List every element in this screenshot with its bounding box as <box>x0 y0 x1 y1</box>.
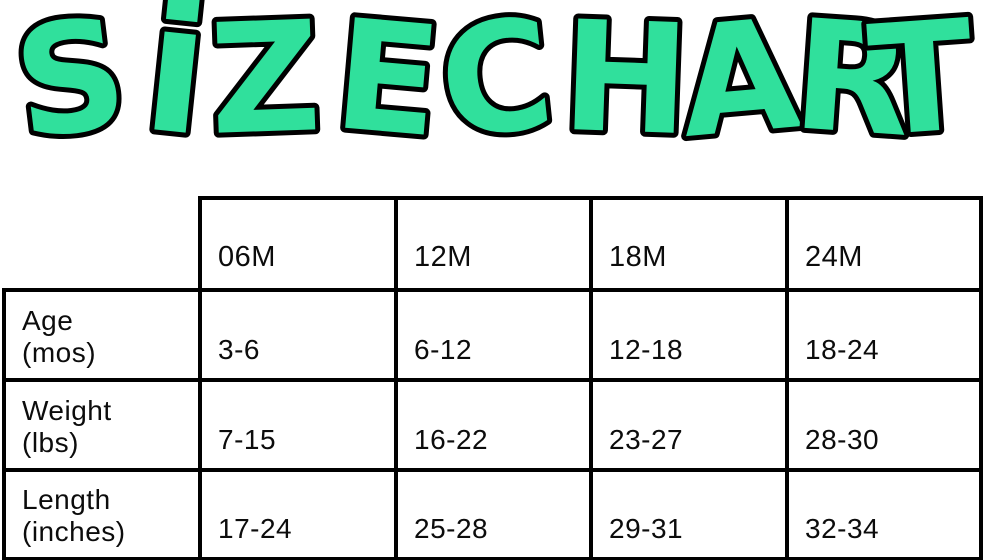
row-label: Length <box>22 484 111 516</box>
page-title: S i Z E C H A R T <box>0 0 984 170</box>
column-header-06m: 06M <box>198 196 398 292</box>
row-label: Age <box>22 305 74 337</box>
cell-weight-12m: 16-22 <box>394 378 593 472</box>
cell-weight-24m: 28-30 <box>785 378 983 472</box>
title-letter: T <box>863 0 979 170</box>
title-svg: S i Z E C H A R T <box>0 0 984 170</box>
cell-age-12m: 6-12 <box>394 288 593 382</box>
title-letter: S <box>5 0 135 170</box>
cell-age-18m: 12-18 <box>589 288 789 382</box>
table-row-age: Age (mos) 3-6 6-12 12-18 18-24 <box>2 288 983 382</box>
size-table: 06M 12M 18M 24M Age (mos) 3-6 6-12 12-18… <box>2 196 983 560</box>
row-label: Weight <box>22 395 112 427</box>
title-letter: C <box>432 0 561 170</box>
row-sublabel: (lbs) <box>22 426 79 458</box>
cell-length-06m: 17-24 <box>198 468 398 560</box>
row-sublabel: (inches) <box>22 515 126 547</box>
title-letter: Z <box>207 0 323 169</box>
row-header-age: Age (mos) <box>2 288 202 382</box>
cell-length-12m: 25-28 <box>394 468 593 560</box>
column-header-24m: 24M <box>785 196 983 292</box>
cell-length-24m: 32-34 <box>785 468 983 560</box>
title-letter: H <box>559 0 692 169</box>
row-header-length: Length (inches) <box>2 468 202 560</box>
title-letter: R <box>788 0 917 170</box>
row-sublabel: (mos) <box>22 336 97 368</box>
title-text-group: S i Z E C H A R T <box>0 0 984 170</box>
cell-age-06m: 3-6 <box>198 288 398 382</box>
cell-length-18m: 29-31 <box>589 468 789 560</box>
table-header-row: 06M 12M 18M 24M <box>4 196 983 292</box>
corner-cell-empty <box>4 198 200 290</box>
column-header-18m: 18M <box>589 196 789 292</box>
table-row-weight: Weight (lbs) 7-15 16-22 23-27 28-30 <box>2 378 983 472</box>
cell-weight-06m: 7-15 <box>198 378 398 472</box>
row-header-weight: Weight (lbs) <box>2 378 202 472</box>
cell-weight-18m: 23-27 <box>589 378 789 472</box>
title-letter: E <box>328 0 447 170</box>
title-letter: A <box>673 0 806 170</box>
title-letter: i <box>135 0 218 170</box>
column-header-12m: 12M <box>394 196 593 292</box>
cell-age-24m: 18-24 <box>785 288 983 382</box>
table-row-length: Length (inches) 17-24 25-28 29-31 32-34 <box>2 468 983 560</box>
